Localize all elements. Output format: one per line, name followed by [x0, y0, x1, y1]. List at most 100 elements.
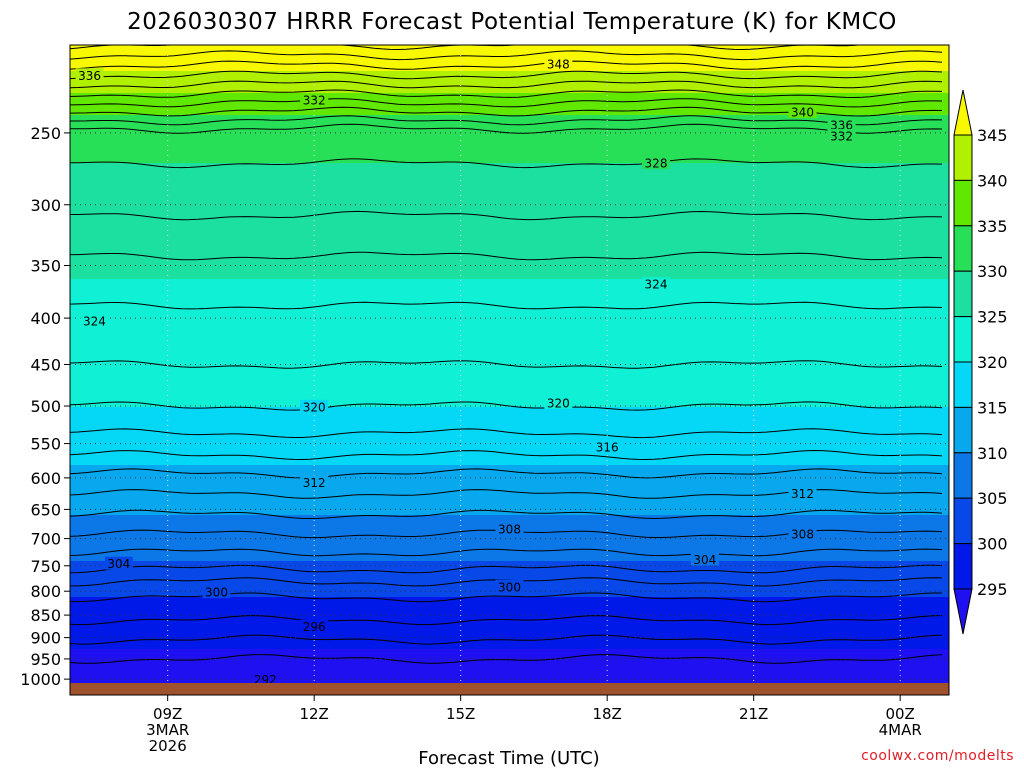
- contour-label: 308: [788, 527, 817, 542]
- contour-line: [70, 70, 943, 80]
- ground-strip: [70, 683, 949, 695]
- svg-text:308: 308: [791, 528, 814, 542]
- x-tick-label: 00Z: [885, 705, 914, 723]
- colorbar-label: 335: [977, 217, 1008, 236]
- colorbar-segment: [953, 497, 973, 545]
- contour-line: [70, 89, 943, 99]
- grid-lines: [70, 45, 949, 685]
- contour-label: 300: [495, 579, 524, 594]
- contour-line: [70, 98, 943, 108]
- contour-line: [70, 301, 943, 310]
- contour-label: 328: [642, 156, 670, 171]
- colorbar-label: 330: [977, 262, 1008, 281]
- contour-label: 304: [690, 552, 719, 567]
- y-tick-label: 900: [30, 629, 61, 648]
- contour-line: [70, 449, 943, 461]
- colorbar: 345 340 335 330 325 320 315 310 305 300 295: [953, 89, 1008, 635]
- x-tick-label: 21Z: [739, 705, 768, 723]
- colorbar-label: 345: [977, 126, 1008, 145]
- colorbar-segment: [953, 406, 973, 454]
- svg-text:300: 300: [498, 580, 521, 594]
- svg-text:324: 324: [83, 315, 106, 329]
- contour-line: [70, 210, 943, 221]
- contour-label: 312: [788, 486, 817, 501]
- plot-frame: [69, 44, 950, 696]
- y-tick-label: 550: [30, 435, 61, 454]
- credit-text: coolwx.com/modelts: [861, 748, 1014, 764]
- contour-line: [70, 60, 943, 70]
- y-tick-label: 950: [30, 650, 61, 669]
- contour-line: [70, 615, 943, 626]
- x-tick-label: 18Z: [592, 705, 621, 723]
- x-tick-label: 4MAR: [879, 721, 922, 739]
- colorbar-label: 305: [977, 489, 1008, 508]
- contour-label: 320: [300, 399, 329, 414]
- svg-text:328: 328: [645, 157, 668, 171]
- x-tick-label: 12Z: [299, 705, 328, 723]
- x-tick-label: 09Z: [153, 705, 182, 723]
- contour-line: [70, 115, 943, 126]
- contour-label: 312: [300, 475, 329, 490]
- contour-line: [70, 428, 943, 439]
- y-tick-label: 750: [30, 557, 61, 576]
- contour-label: 324: [642, 277, 670, 292]
- contour-line: [70, 158, 943, 169]
- svg-text:336: 336: [830, 118, 853, 132]
- y-tick-label: 600: [30, 469, 61, 488]
- colorbar-segment: [953, 225, 973, 272]
- contour-label: 300: [202, 585, 231, 600]
- svg-text:316: 316: [596, 441, 619, 455]
- y-tick-label: 650: [30, 500, 61, 519]
- contour-label: 332: [300, 93, 329, 108]
- svg-text:324: 324: [645, 278, 668, 292]
- svg-text:300: 300: [205, 586, 228, 600]
- x-tick-label: 3MAR: [146, 721, 189, 739]
- contour-line: [70, 548, 943, 557]
- contour-line: [70, 634, 943, 645]
- y-tick-label: 500: [30, 397, 61, 416]
- x-tick-label: 2026: [149, 737, 187, 755]
- colorbar-segment: [953, 452, 973, 499]
- contour-label: 296: [300, 619, 329, 634]
- contour-line: [70, 564, 943, 574]
- svg-text:320: 320: [547, 396, 570, 410]
- svg-text:296: 296: [303, 620, 326, 634]
- colorbar-segment: [953, 361, 973, 408]
- colorbar-arrow-top: [953, 89, 973, 136]
- contour-line: [70, 80, 943, 89]
- contour-line: [70, 123, 943, 134]
- y-tick-label: 300: [30, 196, 61, 215]
- y-tick-label: 350: [30, 256, 61, 275]
- chart-title: 2026030307 HRRR Forecast Potential Tempe…: [127, 9, 897, 35]
- contour-label: 348: [544, 57, 573, 72]
- contour-label: 320: [544, 395, 573, 410]
- contour-line: [70, 360, 943, 369]
- contour-line: [70, 401, 943, 411]
- contour-label: 340: [788, 104, 817, 119]
- svg-text:336: 336: [78, 69, 101, 83]
- contour-label: 332: [827, 129, 856, 144]
- contour-line: [70, 509, 943, 520]
- x-tick-label: 15Z: [446, 705, 475, 723]
- svg-text:332: 332: [830, 130, 853, 144]
- contour-line: [70, 468, 943, 479]
- colorbar-segment: [953, 316, 973, 363]
- contour-line: [70, 50, 943, 61]
- colorbar-label: 315: [977, 398, 1008, 417]
- colorbar-label: 300: [977, 535, 1008, 554]
- colorbar-segment: [953, 543, 973, 590]
- svg-text:348: 348: [547, 58, 570, 72]
- colorbar-label: 295: [977, 580, 1008, 599]
- y-axis: 250 300 350 400 450 500 550 600 650 700 750 800 850 9…: [20, 124, 70, 689]
- contour-lines: [70, 45, 943, 664]
- svg-text:312: 312: [303, 476, 326, 490]
- svg-text:312: 312: [791, 487, 814, 501]
- contour-line: [70, 251, 943, 261]
- contour-label: 304: [104, 556, 133, 571]
- y-tick-label: 800: [30, 582, 61, 601]
- contour-label: 324: [80, 314, 109, 329]
- colorbar-arrow-bottom: [953, 588, 973, 635]
